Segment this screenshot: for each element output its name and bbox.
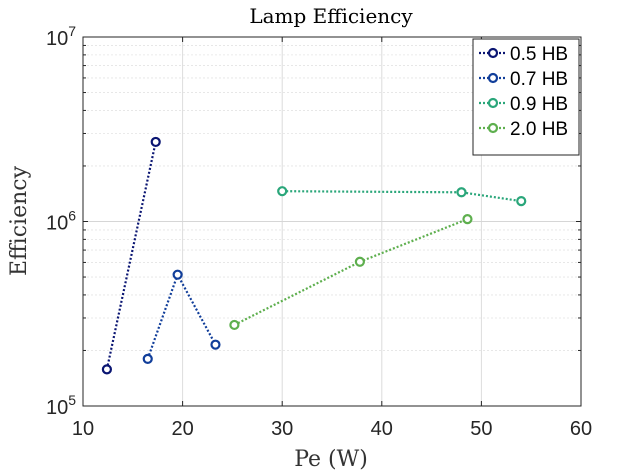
x-tick-label: 40 <box>371 418 393 440</box>
series-line <box>105 141 157 370</box>
legend-marker <box>487 122 499 134</box>
data-point <box>142 353 153 365</box>
data-point <box>462 214 473 225</box>
data-point <box>150 136 161 148</box>
legend-label: 0.7 HB <box>510 69 568 90</box>
x-tick-label: 30 <box>271 418 293 440</box>
legend-marker <box>487 72 499 84</box>
axes: 10 20 30 40 50 60 105 106 107 <box>46 23 592 440</box>
plot-area <box>101 136 527 375</box>
data-point <box>277 186 288 197</box>
data-point <box>101 364 113 375</box>
data-point <box>229 319 240 331</box>
data-point <box>516 195 527 207</box>
data-point <box>172 269 183 280</box>
legend-label: 2.0 HB <box>510 119 568 140</box>
legend-marker <box>487 47 499 59</box>
chart-title: Lamp Efficiency <box>249 4 413 28</box>
legend-box <box>472 38 580 156</box>
x-axis-label: Pe (W) <box>294 447 368 472</box>
x-tick-label: 50 <box>470 418 492 440</box>
y-tick-label: 107 <box>46 23 76 50</box>
legend-label: 0.9 HB <box>510 94 568 115</box>
x-tick-label: 20 <box>171 418 193 440</box>
x-tick-label: 60 <box>570 418 592 440</box>
legend-marker <box>487 97 499 109</box>
y-tick-label: 105 <box>46 392 76 419</box>
x-tick-label: 10 <box>72 418 94 440</box>
data-point <box>210 339 221 350</box>
data-point <box>354 256 365 267</box>
y-tick-label: 106 <box>46 208 76 235</box>
legend-label: 0.5 HB <box>510 44 568 65</box>
legend: 0.5 HB 0.7 HB 0.9 HB 2.0 HB <box>472 38 580 156</box>
y-axis-label: Efficiency <box>7 165 32 276</box>
data-point <box>456 187 467 198</box>
